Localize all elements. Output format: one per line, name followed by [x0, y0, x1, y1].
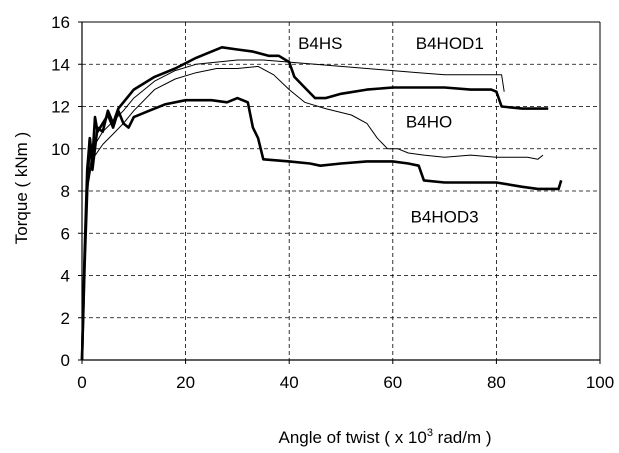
- plot-frame: [82, 21, 601, 360]
- series-line-b4ho: [81, 65, 544, 361]
- y-tick-label: 10: [51, 140, 70, 159]
- y-tick-label: 2: [61, 309, 70, 328]
- series-line-b4hs: [80, 46, 549, 361]
- y-tick-label: 0: [61, 351, 70, 370]
- y-axis-title: Torque ( kNm ): [12, 132, 31, 244]
- y-tick-label: 4: [61, 267, 70, 286]
- x-tick-label: 60: [383, 373, 402, 392]
- series-label-b4hs: B4HS: [298, 34, 342, 53]
- axes: [81, 22, 600, 361]
- x-tick-label: 80: [487, 373, 506, 392]
- series-label-b4hod3: B4HOD3: [411, 207, 479, 226]
- series-line-b4hod3: [80, 96, 563, 361]
- x-tick-labels: 0 20 40 60 80 100: [77, 373, 614, 392]
- series-line-b4hod1: [81, 59, 505, 361]
- x-tick-label: 20: [176, 373, 195, 392]
- series-label-b4ho: B4HO: [406, 112, 452, 131]
- y-tick-labels: 0 2 4 6 8 10 12 14 16: [51, 13, 70, 370]
- y-tick-label: 6: [61, 224, 70, 243]
- y-tick-label: 14: [51, 55, 70, 74]
- y-tick-label: 8: [61, 182, 70, 201]
- series-label-b4hod1: B4HOD1: [416, 34, 484, 53]
- x-tick-label: 40: [280, 373, 299, 392]
- x-tick-label: 100: [586, 373, 614, 392]
- y-tick-label: 16: [51, 13, 70, 32]
- x-axis-title: Angle of twist ( x 103 rad/m ): [278, 427, 491, 447]
- y-tick-label: 12: [51, 98, 70, 117]
- series-lines: [80, 46, 563, 361]
- series-annotations: B4HS B4HOD1 B4HO B4HOD3: [298, 34, 484, 226]
- grid-lines: [78, 21, 601, 364]
- x-tick-label: 0: [77, 373, 86, 392]
